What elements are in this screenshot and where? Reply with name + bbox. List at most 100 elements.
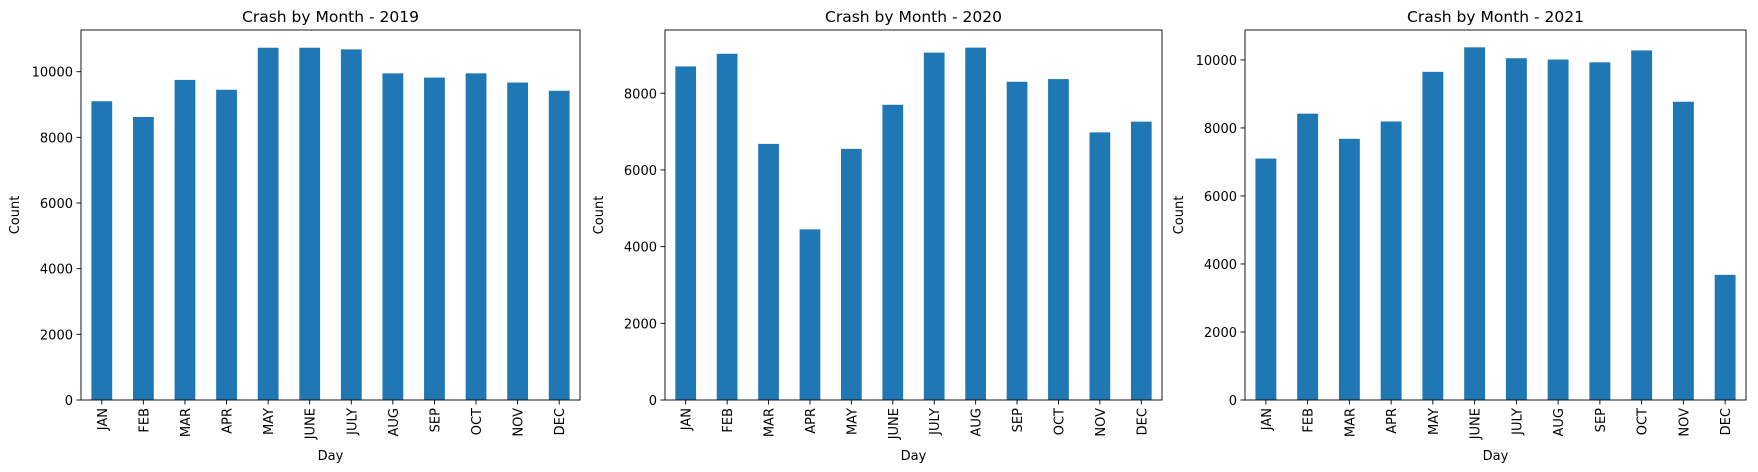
bar-dec	[548, 90, 570, 401]
bar-mar	[758, 143, 779, 400]
x-tick-label: FEB	[137, 408, 152, 433]
x-tick-label: JAN	[680, 408, 695, 431]
bar-july	[923, 52, 945, 401]
x-tick-label: JAN	[1260, 408, 1275, 431]
bar-dec	[1714, 274, 1736, 400]
bar-apr	[799, 229, 821, 400]
bar-jan	[1255, 158, 1277, 400]
bar-may	[841, 148, 862, 400]
y-axis-label: Count	[8, 196, 23, 235]
x-tick-label: JUNE	[304, 408, 319, 440]
bar-june	[882, 104, 904, 401]
bar-aug	[382, 73, 404, 400]
chart-panel-1: 0 2000 4000 6000 8000 JAN FEB MAR APR MAY JUNE JULY…	[592, 8, 1163, 464]
bar-june	[299, 47, 321, 400]
x-tick-label: DEC	[553, 408, 568, 435]
chart-title: Crash by Month - 2019	[242, 8, 419, 26]
bar-jan	[91, 101, 113, 401]
bar-aug	[1547, 59, 1569, 401]
bar-feb	[1297, 113, 1319, 400]
x-tick-label: NOV	[1094, 408, 1109, 437]
x-tick-label: MAY	[262, 408, 277, 435]
bar-nov	[507, 82, 529, 400]
x-tick-label: MAR	[179, 408, 194, 437]
chart-title: Crash by Month - 2021	[1407, 8, 1584, 26]
y-tick-label: 6000	[1204, 190, 1237, 205]
x-tick-label: AUG	[1552, 408, 1567, 436]
bar-may	[1422, 71, 1444, 400]
x-tick-label: APR	[221, 408, 236, 434]
x-tick-label: FEB	[1302, 408, 1317, 433]
bar-feb	[716, 53, 738, 401]
x-tick-label: OCT	[470, 408, 485, 435]
y-tick-label: 10000	[32, 66, 73, 81]
bar-july	[340, 49, 362, 401]
bar-oct	[1631, 50, 1653, 401]
bar-mar	[174, 79, 196, 401]
x-tick-label: JULY	[345, 408, 360, 436]
x-tick-label: FEB	[721, 408, 736, 433]
bar-jan	[675, 66, 697, 401]
x-tick-label: NOV	[512, 408, 527, 437]
x-tick-label: AUG	[387, 408, 402, 436]
bar-oct	[1048, 79, 1069, 400]
chart-panel-2: 0 2000 4000 6000 8000 10000 JAN FEB MAR APR MAY JUN…	[1172, 8, 1747, 464]
bar-mar	[1338, 138, 1360, 400]
x-tick-label: JULY	[928, 408, 943, 436]
y-tick-label: 8000	[40, 131, 73, 146]
x-axis-label: Day	[901, 449, 927, 464]
bar-july	[1505, 58, 1527, 400]
y-tick-label: 0	[65, 394, 73, 409]
bar-dec	[1130, 121, 1152, 400]
bar-apr	[216, 89, 237, 400]
x-tick-label: NOV	[1677, 408, 1692, 437]
bar-oct	[465, 73, 487, 400]
x-tick-label: SEP	[1594, 408, 1609, 432]
y-tick-label: 10000	[1196, 54, 1237, 69]
x-tick-label: OCT	[1052, 408, 1067, 435]
plot-frame	[664, 29, 1163, 401]
bar-apr	[1380, 121, 1402, 400]
x-tick-label: MAY	[1427, 408, 1442, 435]
y-axis-label: Count	[1172, 196, 1187, 235]
x-tick-label: DEC	[1719, 408, 1734, 435]
y-tick-label: 6000	[624, 164, 657, 179]
x-axis-label: Day	[1483, 449, 1509, 464]
x-tick-label: SEP	[428, 408, 443, 432]
y-tick-label: 0	[649, 394, 657, 409]
bar-june	[1464, 47, 1486, 401]
bar-nov	[1089, 132, 1111, 400]
y-tick-label: 6000	[40, 197, 73, 212]
y-axis-label: Count	[592, 196, 607, 235]
y-tick-label: 2000	[624, 317, 657, 332]
y-tick-label: 4000	[1204, 258, 1237, 273]
x-tick-label: JUNE	[887, 408, 902, 440]
x-tick-label: AUG	[970, 408, 985, 436]
x-tick-label: DEC	[1135, 408, 1150, 435]
x-tick-label: JUNE	[1469, 408, 1484, 440]
x-tick-label: SEP	[1011, 408, 1026, 432]
y-tick-label: 2000	[40, 328, 73, 343]
bar-sep	[424, 77, 445, 400]
y-tick-label: 4000	[624, 241, 657, 256]
x-tick-label: APR	[804, 408, 819, 434]
x-tick-label: MAY	[845, 408, 860, 435]
x-tick-label: OCT	[1636, 408, 1651, 435]
y-tick-label: 8000	[624, 87, 657, 102]
x-tick-label: MAR	[763, 408, 778, 437]
bar-nov	[1672, 101, 1694, 400]
bar-sep	[1006, 81, 1028, 400]
x-tick-label: JAN	[96, 408, 111, 431]
chart-panel-0: 0 2000 4000 6000 8000 10000 JAN FEB MAR APR MAY JUN…	[8, 8, 581, 464]
bar-may	[257, 47, 279, 400]
y-tick-label: 8000	[1204, 122, 1237, 137]
bar-sep	[1589, 62, 1611, 401]
x-tick-label: MAR	[1343, 408, 1358, 437]
x-tick-label: APR	[1385, 408, 1400, 434]
y-tick-label: 4000	[40, 263, 73, 278]
x-axis-label: Day	[318, 449, 344, 464]
bar-feb	[132, 117, 154, 400]
y-tick-label: 0	[1229, 394, 1237, 409]
y-tick-label: 2000	[1204, 326, 1237, 341]
plot-frame	[80, 29, 581, 401]
